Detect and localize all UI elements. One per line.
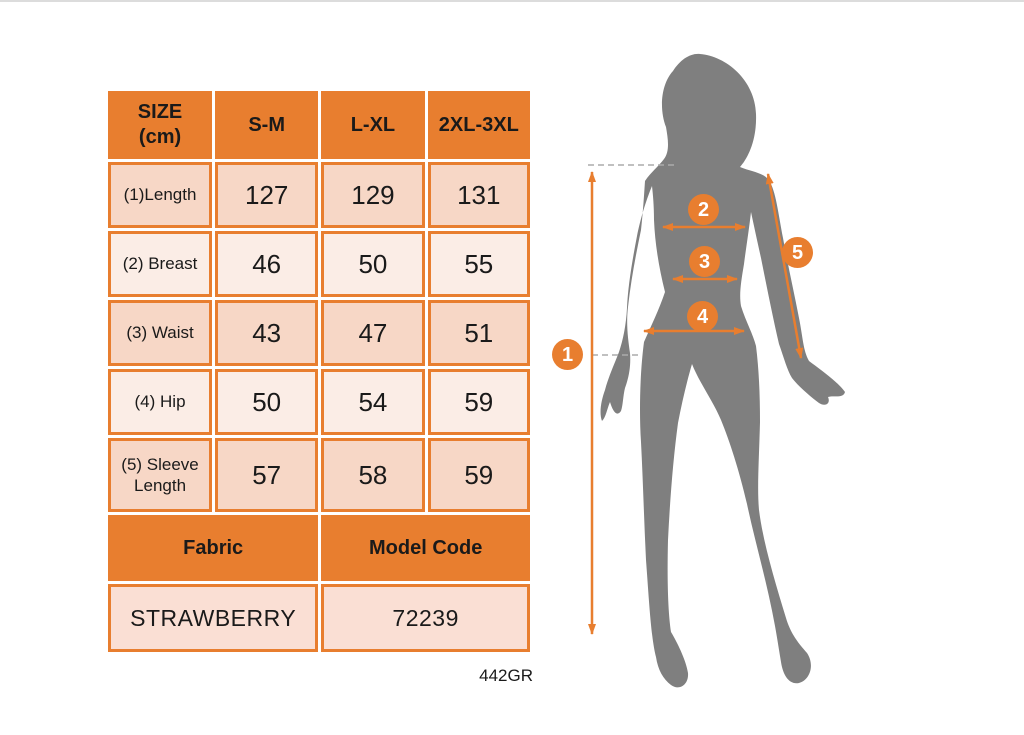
cell-value: 129 [321,162,425,228]
cell-value: 58 [321,438,425,512]
fabric-value-row: STRAWBERRY 72239 [108,584,530,652]
cell-value: 54 [321,369,425,435]
fabric-value: STRAWBERRY [108,584,319,652]
header-size-line1: SIZE [137,101,183,123]
row-label: (2) Breast [108,231,213,297]
cell-value: 131 [427,162,530,228]
cell-value: 55 [427,231,530,297]
table-row-waist: (3) Waist 43 47 51 [108,300,530,366]
cell-value: 47 [321,300,425,366]
header-col-sm: S-M [215,91,319,159]
table-row-sleeve-length: (5) Sleeve Length 57 58 59 [108,438,530,512]
cell-value: 57 [215,438,319,512]
fabric-header-row: Fabric Model Code [108,515,530,581]
cell-value: 51 [427,300,530,366]
table-row-length: (1)Length 127 129 131 [108,162,530,228]
style-code: 442GR [479,666,533,685]
row-label: (1)Length [108,162,213,228]
cell-value: 46 [215,231,319,297]
size-chart-table: SIZE (cm) S-M L-XL 2XL-3XL (1)Length 127… [105,88,533,655]
top-border-line [0,0,1024,2]
silhouette-graphic [588,53,845,688]
cell-value: 127 [215,162,319,228]
cell-value: 59 [427,369,530,435]
row-label: (4) Hip [108,369,213,435]
female-silhouette [600,53,845,688]
measurement-diagram: 1 2 3 4 5 [540,40,900,700]
cell-value: 59 [427,438,530,512]
row-label: (5) Sleeve Length [108,438,213,512]
measure-marker-1: 1 [552,339,583,370]
measure-marker-3: 3 [689,246,720,277]
sleeve-arrow [765,173,804,359]
header-size-line2: (cm) [138,126,182,148]
size-chart-header-row: SIZE (cm) S-M L-XL 2XL-3XL [108,91,530,159]
model-code-value: 72239 [321,584,530,652]
measure-marker-2: 2 [688,194,719,225]
fabric-label: Fabric [108,515,319,581]
cell-value: 43 [215,300,319,366]
measure-marker-4: 4 [687,301,718,332]
header-size-unit: SIZE (cm) [108,91,213,159]
table-row-hip: (4) Hip 50 54 59 [108,369,530,435]
table-row-breast: (2) Breast 46 50 55 [108,231,530,297]
header-col-2xl3xl: 2XL-3XL [427,91,530,159]
cell-value: 50 [215,369,319,435]
measure-marker-5: 5 [782,237,813,268]
model-code-label: Model Code [321,515,530,581]
row-label: (3) Waist [108,300,213,366]
header-col-lxl: L-XL [321,91,425,159]
cell-value: 50 [321,231,425,297]
